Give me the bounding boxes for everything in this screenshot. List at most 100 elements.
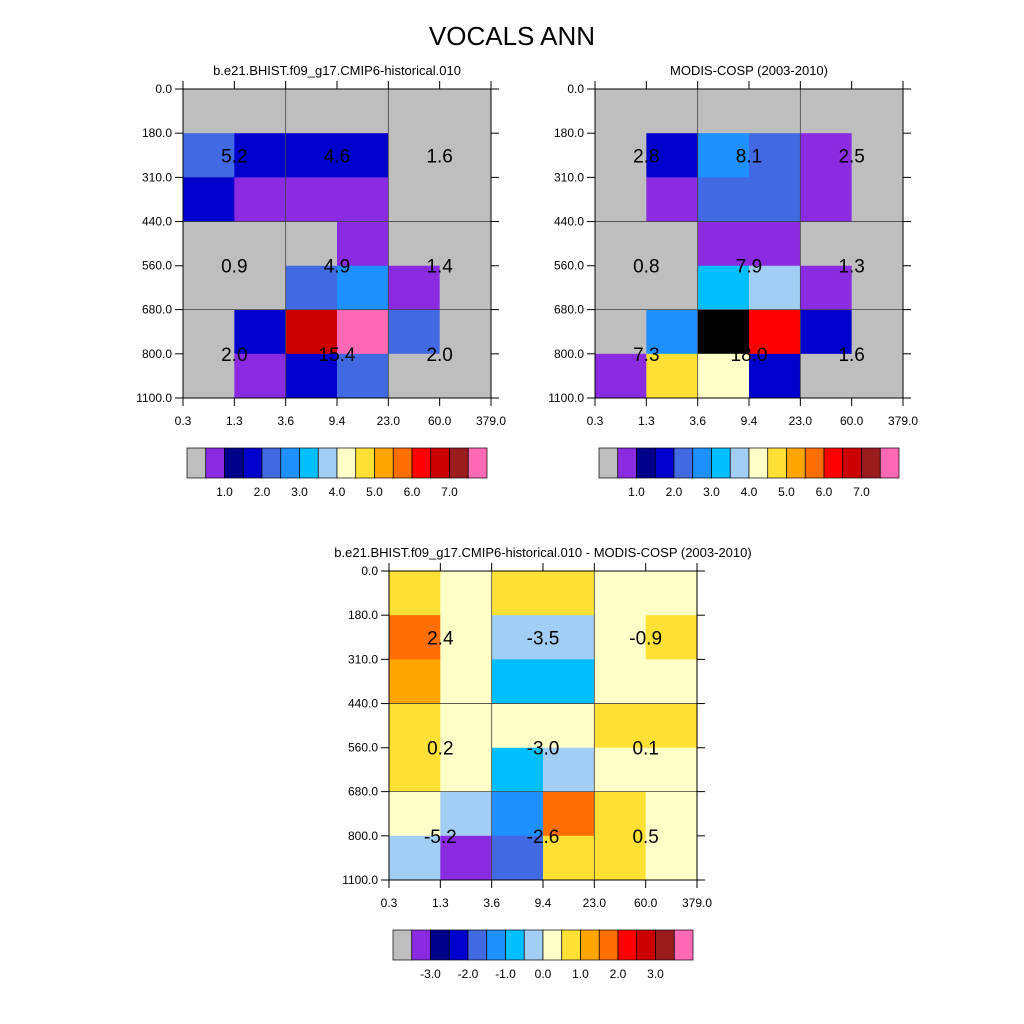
heatmap-cell — [595, 177, 647, 223]
heatmap-cell — [645, 615, 698, 660]
y-tick-label: 310.0 — [348, 652, 378, 666]
panel-title: b.e21.BHIST.f09_g17.CMIP6-historical.010… — [334, 545, 751, 560]
heatmap-cell — [234, 265, 287, 311]
heatmap-cell — [440, 747, 493, 793]
heatmap-cell — [234, 221, 287, 267]
colorbar-swatch — [748, 447, 769, 479]
heatmap-cell — [440, 571, 493, 616]
x-tick-label: 60.0 — [428, 414, 452, 428]
heatmap-cell — [594, 571, 647, 616]
x-tick-label: 60.0 — [840, 414, 864, 428]
heatmap-cell — [749, 309, 801, 355]
heatmap-cell — [543, 571, 595, 616]
heatmap-cell — [183, 89, 235, 134]
colorbar-swatch — [580, 929, 600, 961]
y-tick-label: 0.0 — [361, 564, 378, 578]
heatmap-cell — [543, 659, 595, 705]
y-tick-label: 560.0 — [554, 259, 584, 273]
heatmap-cell — [439, 177, 492, 223]
heatmap-cell — [646, 265, 699, 311]
data-label: 0.8 — [633, 257, 659, 278]
heatmap-cell — [183, 177, 235, 223]
heatmap-panel-2: MODIS-COSP (2003-2010) 0.0 180.0 310.0 440.0… — [548, 63, 918, 499]
heatmap-cell — [389, 835, 441, 881]
heatmap-cell — [851, 265, 904, 311]
colorbar-label: 3.0 — [647, 967, 664, 981]
heatmap-cell — [594, 791, 647, 837]
heatmap-cell — [285, 133, 338, 178]
y-tick-label: 180.0 — [348, 608, 378, 622]
heatmap-cell — [645, 659, 698, 705]
colorbar-swatch — [355, 447, 375, 479]
heatmap-cell — [337, 221, 389, 267]
heatmap-cell — [389, 703, 441, 749]
heatmap-cell — [800, 89, 853, 134]
colorbar-label: 5.0 — [778, 485, 795, 499]
heatmap-cell — [389, 659, 441, 705]
heatmap-cell — [595, 221, 647, 267]
colorbar-label: 0.0 — [535, 967, 552, 981]
x-tick-label: 23.0 — [583, 896, 607, 910]
heatmap-cell — [388, 353, 441, 399]
colorbar-swatch — [224, 447, 244, 479]
heatmap-cell — [595, 133, 647, 178]
heatmap-cell — [851, 133, 904, 178]
heatmap-cell — [645, 703, 698, 749]
heatmap-cell — [337, 353, 389, 399]
heatmap-cell — [749, 221, 801, 267]
colorbar-label: 2.0 — [666, 485, 683, 499]
heatmap-cell — [440, 615, 493, 660]
y-tick-label: 680.0 — [142, 303, 172, 317]
heatmap-cell — [749, 353, 801, 399]
colorbar-swatch — [374, 447, 394, 479]
heatmap-cell — [337, 133, 389, 178]
heatmap-cell — [543, 791, 595, 837]
data-label: 7.9 — [736, 257, 762, 278]
colorbar-label: 6.0 — [404, 485, 421, 499]
heatmap-cell — [800, 133, 853, 178]
heatmap-cell — [439, 265, 492, 311]
y-tick-label: 180.0 — [554, 126, 584, 140]
heatmap-cell — [646, 309, 699, 355]
y-tick-label: 180.0 — [142, 126, 172, 140]
heatmap-cell — [234, 309, 287, 355]
colorbar-swatch — [692, 447, 712, 479]
colorbar-swatch — [636, 929, 656, 961]
data-label: 2.8 — [633, 146, 659, 167]
y-tick-label: 1100.0 — [342, 873, 378, 887]
heatmap-cell — [645, 571, 698, 616]
heatmap-cell — [183, 353, 235, 399]
data-label: 2.0 — [426, 345, 452, 366]
colorbar-swatch — [654, 447, 675, 479]
colorbar-swatch — [523, 929, 544, 961]
heatmap-cell — [439, 133, 492, 178]
heatmap-cell — [491, 703, 544, 749]
colorbar-swatch — [505, 929, 525, 961]
data-label: 5.2 — [221, 146, 247, 167]
heatmap-cell — [645, 791, 698, 837]
colorbar-swatch — [729, 447, 750, 479]
data-label: 4.6 — [324, 146, 350, 167]
heatmap-panel-1: b.e21.BHIST.f09_g17.CMIP6-historical.010… — [136, 63, 506, 499]
y-tick-label: 800.0 — [554, 347, 584, 361]
heatmap-cell — [594, 835, 647, 881]
heatmap-cell — [389, 615, 441, 660]
colorbar-label: 5.0 — [366, 485, 383, 499]
heatmap-cell — [183, 221, 235, 267]
colorbar-label: 7.0 — [853, 485, 870, 499]
heatmap-cell — [594, 747, 647, 793]
heatmap-cell — [337, 89, 389, 134]
y-tick-label: 560.0 — [142, 259, 172, 273]
figure-title: VOCALS ANN — [429, 21, 595, 51]
heatmap-cell — [543, 615, 595, 660]
heatmap-cell — [389, 791, 441, 837]
x-tick-label: 3.6 — [689, 414, 706, 428]
x-tick-label: 23.0 — [377, 414, 401, 428]
heatmap-cell — [595, 309, 647, 355]
colorbar-swatch — [617, 447, 637, 479]
data-label: -2.6 — [527, 827, 560, 848]
y-tick-label: 680.0 — [348, 785, 378, 799]
data-label: 2.0 — [221, 345, 247, 366]
heatmap-cell — [543, 703, 595, 749]
colorbar-swatch — [767, 447, 787, 479]
